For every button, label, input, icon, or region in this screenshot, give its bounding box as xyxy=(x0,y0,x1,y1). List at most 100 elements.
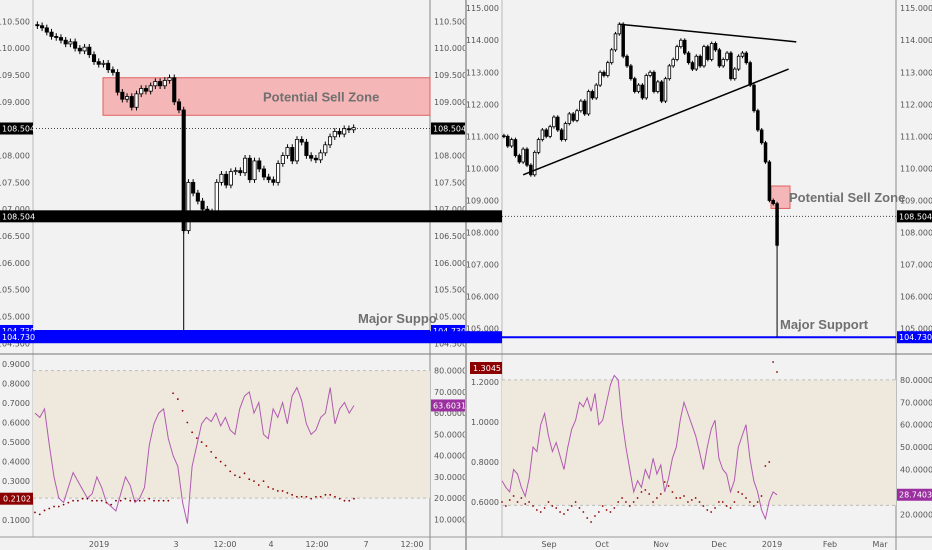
candle-body xyxy=(629,65,633,80)
oscillator-dot xyxy=(343,499,346,502)
oscillator-dot xyxy=(305,495,308,498)
oscillator-dot xyxy=(621,497,623,499)
candle-body xyxy=(309,155,314,159)
oscillator-dot xyxy=(100,499,103,502)
oscillator-dot xyxy=(243,472,246,475)
candle-body xyxy=(663,78,668,102)
oscillator-dot xyxy=(324,493,327,496)
oscillator-dot xyxy=(57,505,60,508)
oscillator-band-left xyxy=(33,370,430,499)
oscillator-dot xyxy=(504,505,507,507)
price-tick: 110.500 xyxy=(434,17,467,26)
candle-body xyxy=(228,171,233,186)
candle-body xyxy=(721,59,725,67)
candle-body xyxy=(200,200,205,210)
oscillator-dot xyxy=(683,495,685,497)
oscillator-tick-right: 80.0000 xyxy=(900,376,932,385)
price-tick: 112.000 xyxy=(900,100,932,109)
oscillator-tick-left: 0.6000 xyxy=(471,498,499,507)
oscillator-tick-right: 50.0000 xyxy=(900,443,932,452)
candle-body xyxy=(299,139,304,143)
candle-body xyxy=(172,77,177,103)
oscillator-dot xyxy=(48,507,51,510)
oscillator-dot xyxy=(267,486,270,488)
sell-zone-left xyxy=(102,77,431,116)
right-price-ticks: 105.000 105.000 106.000 106.000 107.000 107.0… xyxy=(466,4,932,333)
price-tick: 107.000 xyxy=(0,205,30,214)
candle-body xyxy=(323,144,328,154)
candle-body xyxy=(709,43,714,60)
time-tick: Sep xyxy=(541,540,556,549)
price-tick: 112.000 xyxy=(466,100,499,109)
oscillator-dot xyxy=(702,505,705,507)
candle-body xyxy=(280,155,285,164)
oscillator-dot xyxy=(644,489,647,491)
candle-body xyxy=(613,33,618,51)
oscillator-dot xyxy=(95,499,98,502)
price-tick: 104.500 xyxy=(434,339,467,348)
candle-body xyxy=(96,61,101,65)
candle-body xyxy=(44,27,49,33)
oscillator-dot xyxy=(714,507,716,509)
candle-body xyxy=(582,100,587,115)
oscillator-dot xyxy=(253,480,255,483)
candle-body xyxy=(87,46,92,56)
oscillator-dot xyxy=(153,499,155,502)
price-tick: 107.000 xyxy=(434,205,467,214)
oscillator-dot xyxy=(590,521,592,523)
price-tick: 105.000 xyxy=(0,312,30,321)
oscillator-dot xyxy=(745,497,747,499)
time-tick: 3 xyxy=(173,540,178,549)
triangle-lower-trendline xyxy=(522,68,789,176)
oscillator-dot xyxy=(315,495,317,498)
oscillator-tick-left: 0.8000 xyxy=(2,379,30,388)
oscillator-dot xyxy=(725,505,728,507)
time-tick: Feb xyxy=(823,540,837,549)
candle-body xyxy=(698,55,702,67)
candle-body xyxy=(139,88,144,95)
candle-body xyxy=(559,129,564,140)
candle-body xyxy=(586,91,591,115)
support-label-right: Major Support xyxy=(780,317,869,332)
candle-body xyxy=(153,81,158,87)
candle-body xyxy=(77,47,82,52)
candle-body xyxy=(124,96,130,100)
candle-body xyxy=(548,126,552,137)
current-price-tag-right-r xyxy=(897,210,932,223)
oscillator-tick-right: 50.0000 xyxy=(434,430,467,439)
candle-body xyxy=(233,170,238,173)
current-price-tag-left-r xyxy=(431,122,466,135)
oscillator-dot xyxy=(768,461,771,463)
candle-body xyxy=(148,85,153,92)
price-tick: 111.000 xyxy=(900,132,932,141)
support-price-tag-right-l xyxy=(0,331,502,344)
oscillator-dot xyxy=(574,501,577,503)
candle-body xyxy=(579,100,583,112)
oscillator-dot xyxy=(706,509,709,511)
candle-body xyxy=(679,39,683,48)
candle-body xyxy=(247,157,252,181)
oscillator-dot xyxy=(547,501,550,503)
candle-body xyxy=(682,39,687,54)
candle-body xyxy=(63,39,68,45)
oscillator-dot xyxy=(613,507,616,509)
candle-body xyxy=(752,84,756,112)
oscillator-dot xyxy=(760,495,763,497)
oscillator-dot xyxy=(124,497,127,500)
price-tick: 110.500 xyxy=(0,17,30,26)
oscillator-dot xyxy=(559,511,561,513)
price-tick: 106.000 xyxy=(0,259,30,268)
candle-body xyxy=(162,80,167,87)
price-tick: 109.000 xyxy=(434,98,467,107)
candle-body xyxy=(219,173,224,183)
oscillator-tick-right: 20.0000 xyxy=(900,510,932,519)
oscillator-dot xyxy=(528,501,531,503)
candle-body xyxy=(671,59,675,67)
oscillator-dot xyxy=(38,513,41,516)
support-label-left: Major Suppo xyxy=(358,311,437,326)
oscillator-dot xyxy=(520,497,523,499)
candle-body xyxy=(563,123,568,140)
candle-body xyxy=(636,84,641,92)
time-tick: 7 xyxy=(363,540,368,549)
